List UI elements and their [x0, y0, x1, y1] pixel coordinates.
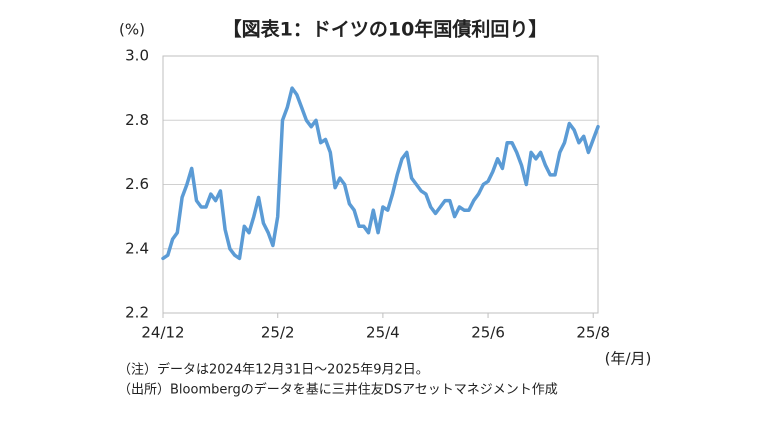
- y-tick-label: 2.2: [125, 304, 149, 322]
- line-series: [161, 86, 600, 261]
- x-axis-label: (年/月): [605, 350, 652, 368]
- note: （出所）Bloombergのデータを基に三井住友DSアセットマネジメント作成: [118, 382, 558, 398]
- y-tick-label: 2.6: [125, 175, 149, 193]
- x-tick-label: 25/4: [366, 324, 400, 342]
- y-tick-label: 2.8: [125, 111, 149, 129]
- plot-border: [162, 55, 599, 314]
- x-tick-label: 25/2: [261, 324, 295, 342]
- note: （注）データは2024年12月31日～2025年9月2日。: [118, 362, 429, 378]
- chart-title: 【図表1：ドイツの10年国債利回り】: [223, 18, 548, 41]
- y-axis-label: (%): [119, 21, 145, 39]
- y-tick-label: 2.4: [125, 239, 149, 257]
- x-tick-label: 25/8: [576, 324, 610, 342]
- x-tick-label: 25/6: [471, 324, 505, 342]
- x-tick-label: 24/12: [141, 324, 184, 342]
- y-tick-label: 3.0: [125, 47, 149, 65]
